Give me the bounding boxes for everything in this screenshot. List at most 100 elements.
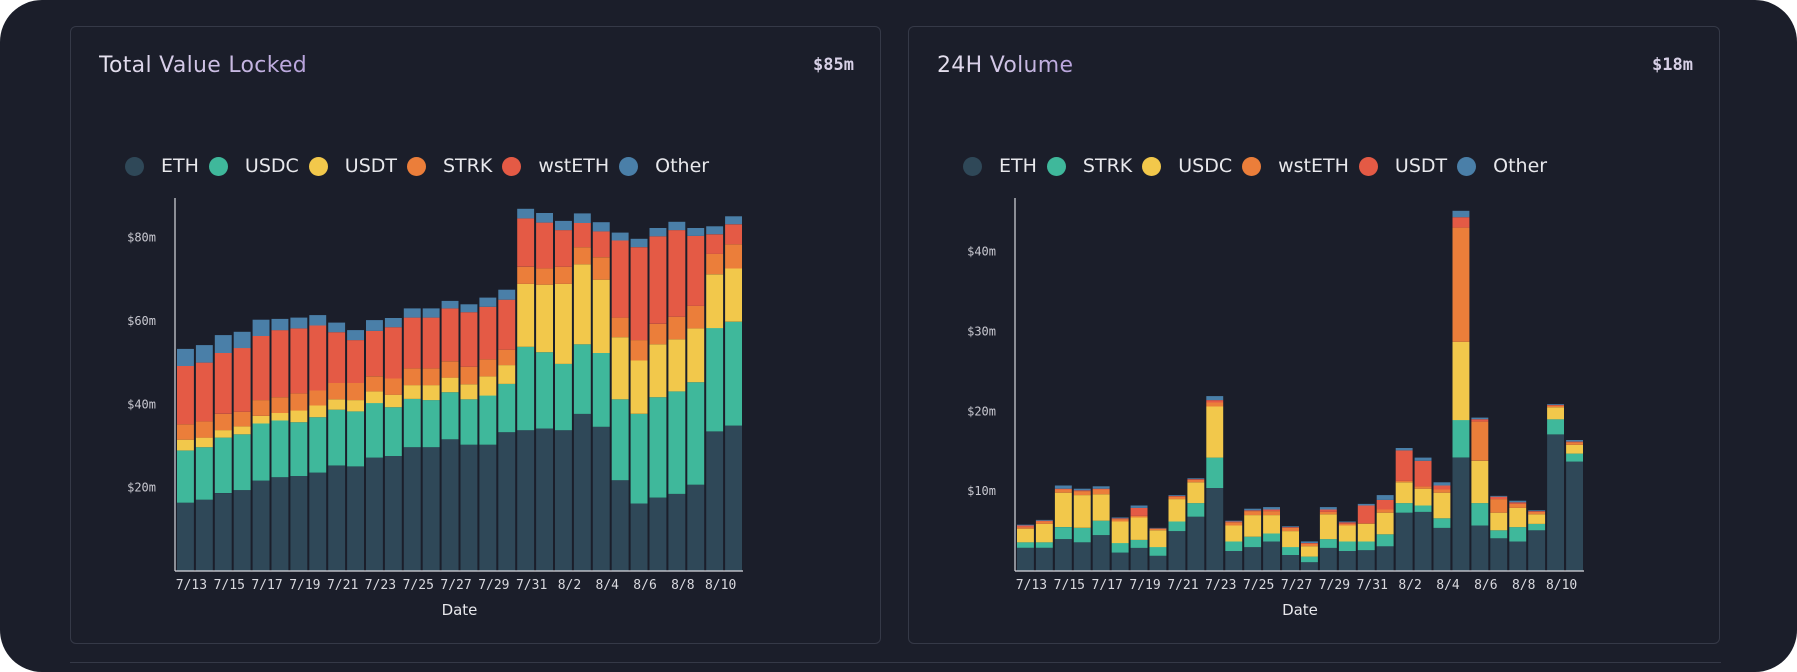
bar-segment-usdt — [290, 410, 308, 423]
bar-segment-other — [1130, 505, 1148, 508]
bar-segment-strk — [1017, 542, 1034, 548]
bar-segment-usdt — [687, 328, 705, 383]
bar-segment-strk — [1395, 503, 1413, 513]
bar-segment-other — [177, 348, 194, 366]
x-tick-label: 7/25 — [1243, 578, 1274, 593]
bar-segment-other — [630, 238, 648, 248]
bar-segment-usdc — [649, 397, 667, 498]
bar-segment-strk — [1338, 541, 1356, 551]
bar-segment-usdc — [1433, 492, 1451, 519]
legend-label: Other — [655, 155, 710, 177]
x-tick-label: 7/27 — [1281, 578, 1312, 593]
legend-item-other[interactable]: Other — [1457, 155, 1547, 177]
x-tick-label: 8/6 — [1474, 578, 1497, 593]
x-tick-label: 7/17 — [251, 578, 282, 593]
legend-item-strk[interactable]: STRK — [1046, 155, 1132, 177]
bar-segment-wsteth — [1528, 511, 1546, 515]
legend-item-eth[interactable]: ETH — [125, 155, 199, 177]
x-tick-label: 8/6 — [633, 578, 656, 593]
bar-segment-wsteth — [195, 362, 213, 422]
legend-item-eth[interactable]: ETH — [963, 155, 1037, 177]
bar-segment-strk — [1149, 547, 1167, 556]
bar-segment-strk — [252, 400, 270, 416]
bar-segment-wsteth — [1035, 521, 1053, 524]
bar-segment-eth — [384, 456, 402, 571]
bar-segment-eth — [517, 430, 535, 571]
x-tick-label: 7/19 — [289, 578, 320, 593]
bar-segment-other — [706, 226, 724, 235]
bar-segment-other — [1225, 520, 1243, 522]
legend-item-other[interactable]: Other — [619, 155, 709, 177]
legend-item-wsteth[interactable]: wstETH — [502, 155, 609, 177]
bar-segment-eth — [214, 493, 232, 571]
bar-segment-usdc — [1244, 515, 1262, 537]
bar-segment-wsteth — [328, 332, 346, 383]
bar-segment-strk — [1282, 547, 1299, 555]
bar-segment-usdc — [1054, 492, 1072, 527]
legend-label: ETH — [999, 155, 1037, 177]
bar-segment-wsteth — [1092, 489, 1110, 495]
bar-segment-strk — [403, 368, 421, 386]
bar-segment-wsteth — [403, 317, 421, 369]
bar-segment-wsteth — [725, 224, 742, 245]
bar-segment-wsteth — [1149, 528, 1167, 531]
bar-segment-usdt — [1073, 490, 1091, 492]
bar-segment-other — [1301, 541, 1318, 543]
y-tick-label: $10m — [967, 484, 996, 498]
legend: ETH STRK USDC wstETH USDT Other — [963, 155, 1557, 177]
x-tick-label: 7/25 — [403, 578, 434, 593]
bar-segment-usdc — [1017, 528, 1034, 543]
bar-segment-eth — [1395, 512, 1413, 571]
legend-item-usdc[interactable]: USDC — [208, 155, 299, 177]
bar-segment-wsteth — [649, 236, 667, 324]
bar-segment-usdc — [1111, 521, 1129, 544]
bar-segment-strk — [611, 317, 629, 338]
x-tick-label: 8/4 — [1436, 578, 1460, 593]
legend-dot-icon — [1457, 156, 1477, 176]
legend-item-usdt[interactable]: USDT — [1358, 155, 1448, 177]
bar-segment-other — [649, 228, 667, 237]
bar-segment-strk — [233, 411, 251, 427]
bar-segment-strk — [555, 266, 572, 284]
bar-segment-wsteth — [498, 299, 516, 350]
bar-segment-usdc — [1452, 341, 1470, 421]
bar-segment-usdt — [479, 376, 497, 396]
bar-segment-other — [1395, 448, 1413, 451]
bar-segment-eth — [177, 502, 194, 571]
bar-segment-usdt — [725, 268, 742, 322]
legend-item-usdc[interactable]: USDC — [1142, 155, 1232, 177]
legend: ETH USDC USDT STRK wstETH Other — [125, 155, 719, 177]
bar-segment-other — [1414, 457, 1432, 461]
legend-item-strk[interactable]: STRK — [407, 155, 492, 177]
bar-segment-other — [328, 322, 346, 333]
bar-segment-wsteth — [517, 218, 535, 267]
bar-segment-other — [384, 318, 402, 328]
legend-item-wsteth[interactable]: wstETH — [1242, 155, 1349, 177]
headline-value: $18m — [1652, 55, 1693, 75]
bar-segment-usdc — [1130, 517, 1148, 540]
bar-segment-usdt — [1528, 511, 1546, 512]
bar-segment-usdt — [555, 283, 572, 364]
bar-segment-wsteth — [1319, 511, 1337, 515]
bar-segment-strk — [498, 349, 516, 366]
bar-segment-eth — [649, 497, 667, 571]
legend-label: USDT — [1394, 155, 1448, 177]
bar-segment-usdt — [1452, 217, 1470, 228]
x-axis-title: Date — [442, 601, 478, 619]
bar-segment-usdt — [366, 391, 383, 404]
bar-segment-wsteth — [1073, 491, 1091, 496]
x-tick-label: 7/15 — [214, 578, 245, 593]
bar-segment-usdt — [1414, 460, 1432, 487]
bar-segment-eth — [1168, 531, 1186, 571]
bar-segment-wsteth — [1263, 511, 1280, 516]
legend-item-usdt[interactable]: USDT — [308, 155, 397, 177]
bar-segment-usdc — [271, 420, 289, 478]
bar-segment-usdc — [403, 398, 421, 448]
bar-segment-usdc — [1490, 512, 1508, 531]
bar-segment-strk — [1263, 533, 1280, 542]
bar-segment-eth — [1301, 562, 1318, 571]
bar-segment-usdt — [328, 399, 346, 410]
legend-dot-icon — [619, 156, 639, 176]
bar-segment-strk — [687, 305, 705, 329]
legend-label: USDC — [244, 155, 299, 177]
